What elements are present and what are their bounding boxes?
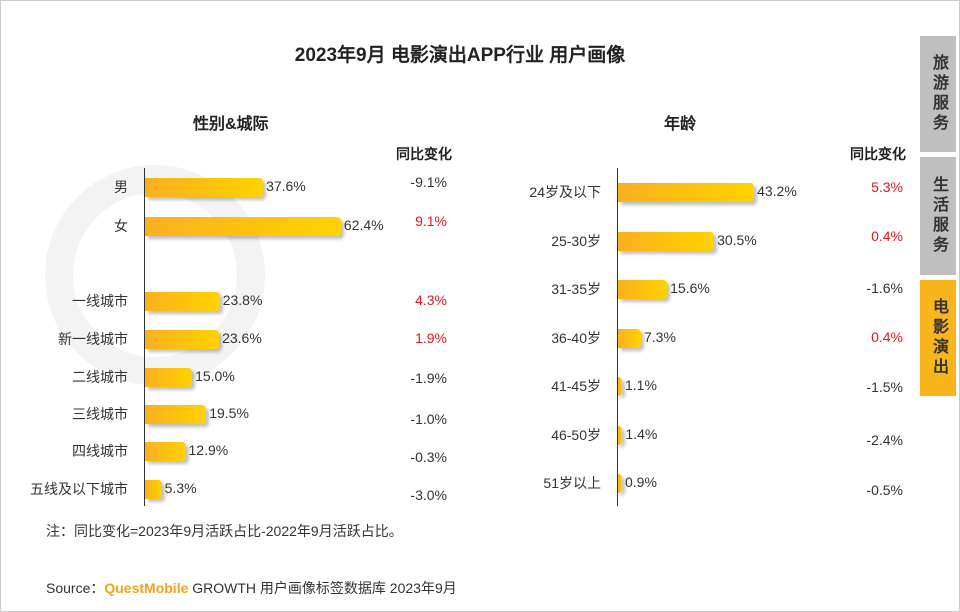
change-header-left: 同比变化 [396,146,452,162]
change-value: -0.5% [866,482,903,498]
value-label: 15.6% [670,280,710,296]
bar [145,292,220,311]
watermark-logo [45,165,265,385]
value-label: 5.3% [164,480,197,496]
bar [618,329,641,348]
bar [618,232,715,251]
category-label: 41-45岁 [551,378,601,394]
source-text: GROWTH 用户画像标签数据库 2023年9月 [192,580,457,596]
value-label: 0.9% [625,474,657,490]
category-label: 四线城市 [72,443,128,459]
footnote: 注：同比变化=2023年9月活跃占比-2022年9月活跃占比。 [46,523,403,539]
category-label: 51岁以上 [543,475,601,491]
left-axis [144,168,145,506]
category-label: 女 [114,218,128,234]
category-label: 46-50岁 [551,427,601,443]
value-label: 37.6% [266,178,306,194]
change-value: 4.3% [415,292,447,308]
change-value: -1.9% [410,370,447,386]
value-label: 7.3% [643,329,676,345]
value-label: 19.5% [209,405,249,421]
category-label: 新一线城市 [58,331,128,347]
category-label: 25-30岁 [551,233,601,249]
category-label: 二线城市 [72,369,128,385]
bar [618,474,622,493]
change-value: -1.5% [866,379,903,395]
bar [145,442,186,461]
right-axis [617,168,618,506]
bar [618,280,668,299]
change-value: -3.0% [410,487,447,503]
value-label: 23.6% [222,330,262,346]
category-label: 31-35岁 [551,281,601,297]
value-label: 30.5% [717,232,757,248]
category-label: 男 [114,179,128,195]
change-value: 9.1% [415,213,447,229]
change-value: -0.3% [410,449,447,465]
bar [145,368,193,387]
source-brand: QuestMobile [104,580,189,596]
bar [618,426,623,445]
category-label: 一线城市 [72,293,128,309]
chart-title-age: 年龄 [664,116,697,133]
value-label: 43.2% [757,183,797,199]
change-value: 0.4% [871,329,903,345]
change-value: 1.9% [415,330,447,346]
value-label: 23.8% [222,292,263,308]
change-value: -1.0% [410,411,447,427]
bar [145,178,264,197]
bar [145,217,341,236]
source-prefix: Source： [46,580,105,596]
category-label: 24岁及以下 [529,184,601,200]
bar [145,405,207,424]
change-value: -9.1% [410,174,447,190]
bar [145,480,162,499]
tab-life-services[interactable]: 生活服务 [920,157,956,275]
category-label: 五线及以下城市 [30,481,128,497]
chart-title-gender-city: 性别&城际 [193,116,269,133]
change-value: 0.4% [871,228,903,244]
tab-travel-services[interactable]: 旅游服务 [920,36,956,152]
source: Source：QuestMobile GROWTH 用户画像标签数据库 2023… [46,578,457,598]
value-label: 1.1% [625,377,657,393]
change-value: -2.4% [866,432,903,448]
value-label: 12.9% [188,442,229,458]
value-label: 15.0% [195,368,235,384]
value-label: 62.4% [343,217,384,233]
bar [618,183,755,202]
category-label: 三线城市 [72,406,128,422]
bar [145,330,220,349]
change-header-right: 同比变化 [850,146,906,162]
tab-movie-shows[interactable]: 电影演出 [920,280,956,396]
bar [618,377,622,396]
change-value: -1.6% [866,280,903,296]
change-value: 5.3% [871,179,903,195]
value-label: 1.4% [625,426,658,442]
category-label: 36-40岁 [551,330,601,346]
page-title: 2023年9月 电影演出APP行业 用户画像 [294,45,626,66]
